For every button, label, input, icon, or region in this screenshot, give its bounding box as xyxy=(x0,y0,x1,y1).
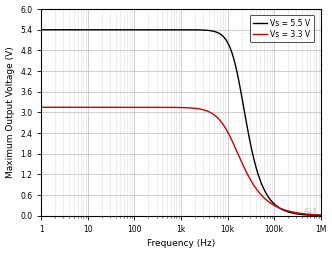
Vs = 5.5 V xyxy=(39,28,43,31)
Vs = 3.3 V xyxy=(146,106,150,109)
Vs = 5.5 V xyxy=(269,199,273,202)
Vs = 3.3 V xyxy=(269,202,273,205)
Vs = 3.3 V xyxy=(207,110,211,113)
Vs = 5.5 V xyxy=(319,214,323,217)
Vs = 3.3 V xyxy=(90,106,94,109)
X-axis label: Frequency (Hz): Frequency (Hz) xyxy=(147,240,215,248)
Line: Vs = 5.5 V: Vs = 5.5 V xyxy=(41,30,321,216)
Vs = 5.5 V xyxy=(248,139,252,142)
Vs = 5.5 V xyxy=(146,28,150,31)
Text: A13: A13 xyxy=(304,208,318,214)
Vs = 5.5 V xyxy=(221,35,225,38)
Line: Vs = 3.3 V: Vs = 3.3 V xyxy=(41,107,321,215)
Y-axis label: Maximum Output Voltage (V): Maximum Output Voltage (V) xyxy=(6,46,15,178)
Legend: Vs = 5.5 V, Vs = 3.3 V: Vs = 5.5 V, Vs = 3.3 V xyxy=(250,15,314,42)
Vs = 5.5 V xyxy=(90,28,94,31)
Vs = 3.3 V xyxy=(39,106,43,109)
Vs = 3.3 V xyxy=(221,123,225,126)
Vs = 3.3 V xyxy=(319,214,323,217)
Vs = 5.5 V xyxy=(207,29,211,32)
Vs = 3.3 V xyxy=(248,177,252,180)
